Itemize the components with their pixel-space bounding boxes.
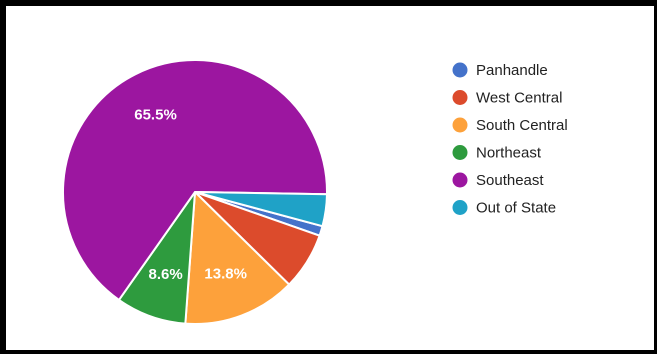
slice-data-label-southeast: 65.5% xyxy=(134,106,177,123)
pie-slices xyxy=(62,59,328,325)
legend-label-out-of-state: Out of State xyxy=(476,200,556,217)
legend-marker-south-central xyxy=(452,117,468,133)
pie-slice-out-of-state[interactable] xyxy=(194,191,328,228)
pie-slice-southeast[interactable] xyxy=(62,59,328,302)
legend-marker-northeast xyxy=(452,145,468,160)
legend: Panhandle West Central South Central Northe… xyxy=(452,62,568,217)
pie-slice-labels: 13.8% 8.6% 65.5% xyxy=(134,106,247,283)
legend-label-northeast: Northeast xyxy=(476,145,542,162)
legend-marker-panhandle xyxy=(452,62,468,78)
legend-marker-west-central xyxy=(452,90,468,105)
slice-data-label-northeast: 8.6% xyxy=(149,266,183,283)
legend-label-south-central: South Central xyxy=(476,117,568,134)
pie-slice-south-central[interactable] xyxy=(184,189,291,325)
legend-marker-out-of-state xyxy=(452,200,468,215)
slice-data-label-south-central: 13.8% xyxy=(204,266,247,283)
legend-label-southeast: Southeast xyxy=(476,172,544,189)
legend-marker-southeast xyxy=(452,172,468,188)
legend-label-panhandle: Panhandle xyxy=(476,62,548,79)
legend-label-west-central: West Central xyxy=(476,90,562,107)
